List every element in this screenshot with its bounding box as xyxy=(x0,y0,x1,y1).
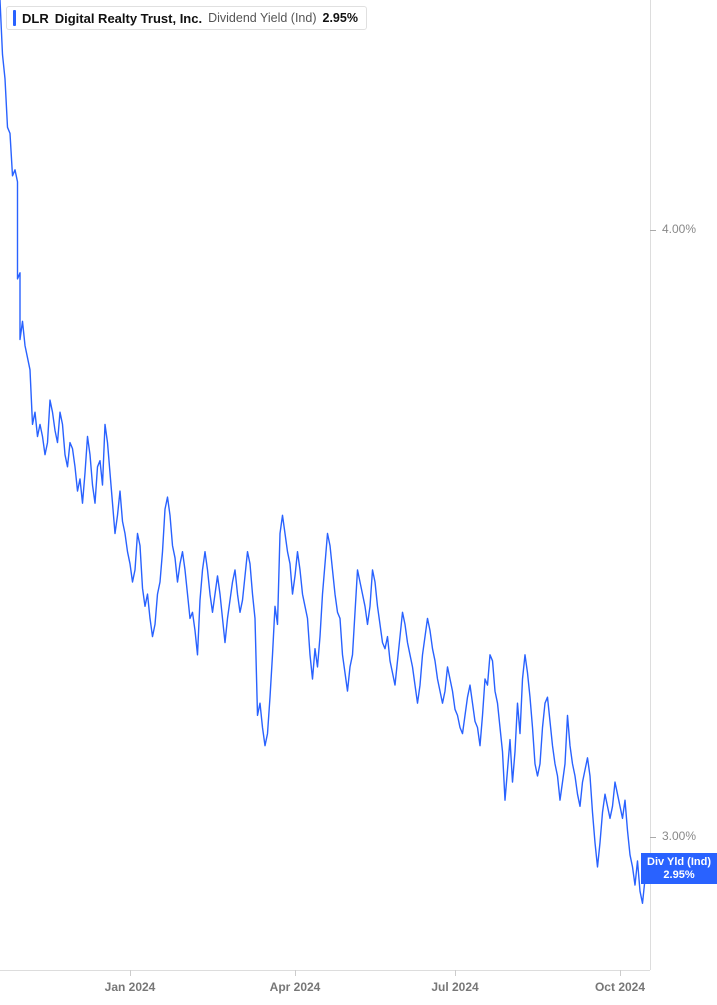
chart-plot: 4.00% 3.00% Jan 2024 Apr 2024 Jul 2024 Oct 2… xyxy=(0,0,717,1005)
legend-metric: Dividend Yield (Ind) xyxy=(208,11,316,25)
x-tick-mark xyxy=(130,970,131,976)
y-tick-label: 4.00% xyxy=(662,222,696,236)
last-value-tag: Div Yld (Ind) 2.95% xyxy=(641,853,717,884)
y-tick-label: 3.00% xyxy=(662,829,696,843)
legend-color-bar xyxy=(13,10,16,26)
last-value: 2.95% xyxy=(647,869,711,882)
x-tick-mark xyxy=(455,970,456,976)
legend-company-name: Digital Realty Trust, Inc. xyxy=(55,11,202,26)
x-tick-label: Jan 2024 xyxy=(105,980,156,994)
x-tick-mark xyxy=(620,970,621,976)
y-tick-mark xyxy=(650,230,656,231)
y-axis-line xyxy=(650,0,651,970)
x-tick-label: Oct 2024 xyxy=(595,980,645,994)
chart-legend: DLR Digital Realty Trust, Inc. Dividend … xyxy=(6,6,367,30)
legend-ticker: DLR xyxy=(22,11,49,26)
legend-value: 2.95% xyxy=(323,11,358,25)
x-axis-line xyxy=(0,970,650,971)
y-tick-mark xyxy=(650,837,656,838)
price-line xyxy=(0,0,650,903)
chart-svg xyxy=(0,0,717,1005)
x-tick-label: Jul 2024 xyxy=(431,980,478,994)
x-tick-label: Apr 2024 xyxy=(270,980,321,994)
x-tick-mark xyxy=(295,970,296,976)
last-value-label: Div Yld (Ind) xyxy=(647,856,711,869)
